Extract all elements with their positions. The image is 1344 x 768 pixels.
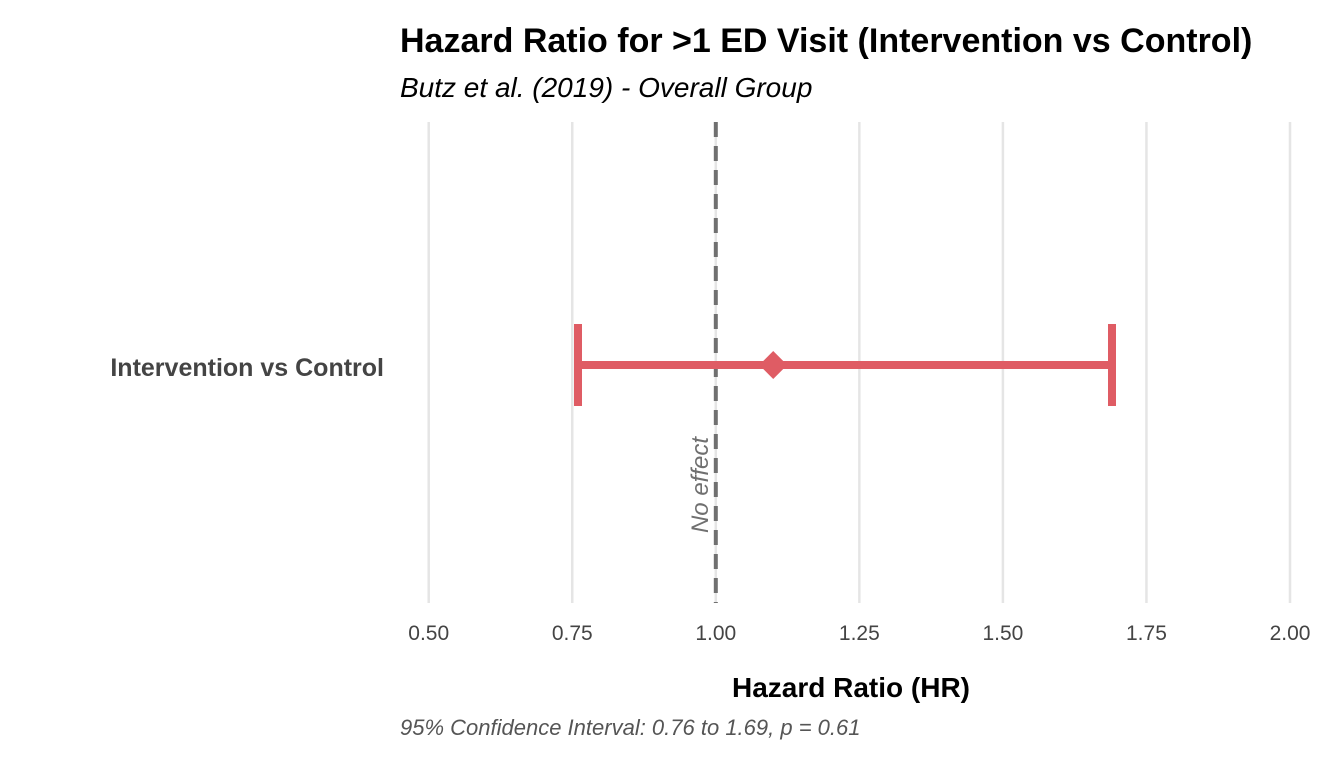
x-axis-ticks: 0.50 0.75 1.00 1.25 1.50 1.75 2.00 xyxy=(408,622,1310,645)
chart-title: Hazard Ratio for >1 ED Visit (Interventi… xyxy=(400,22,1253,60)
x-axis-title: Hazard Ratio (HR) xyxy=(732,672,970,703)
x-tick-label: 1.00 xyxy=(695,622,736,645)
x-tick-label: 0.75 xyxy=(552,622,593,645)
chart-subtitle: Butz et al. (2019) - Overall Group xyxy=(400,72,813,103)
point-estimate-marker xyxy=(759,351,788,379)
x-tick-label: 0.50 xyxy=(408,622,449,645)
x-tick-label: 1.75 xyxy=(1126,622,1167,645)
category-label: Intervention vs Control xyxy=(110,354,384,382)
reference-line-label: No effect xyxy=(687,436,714,533)
x-tick-label: 1.25 xyxy=(839,622,880,645)
x-tick-label: 2.00 xyxy=(1270,622,1311,645)
x-tick-label: 1.50 xyxy=(982,622,1023,645)
data-layer xyxy=(574,324,1116,406)
chart-caption: 95% Confidence Interval: 0.76 to 1.69, p… xyxy=(400,715,861,740)
